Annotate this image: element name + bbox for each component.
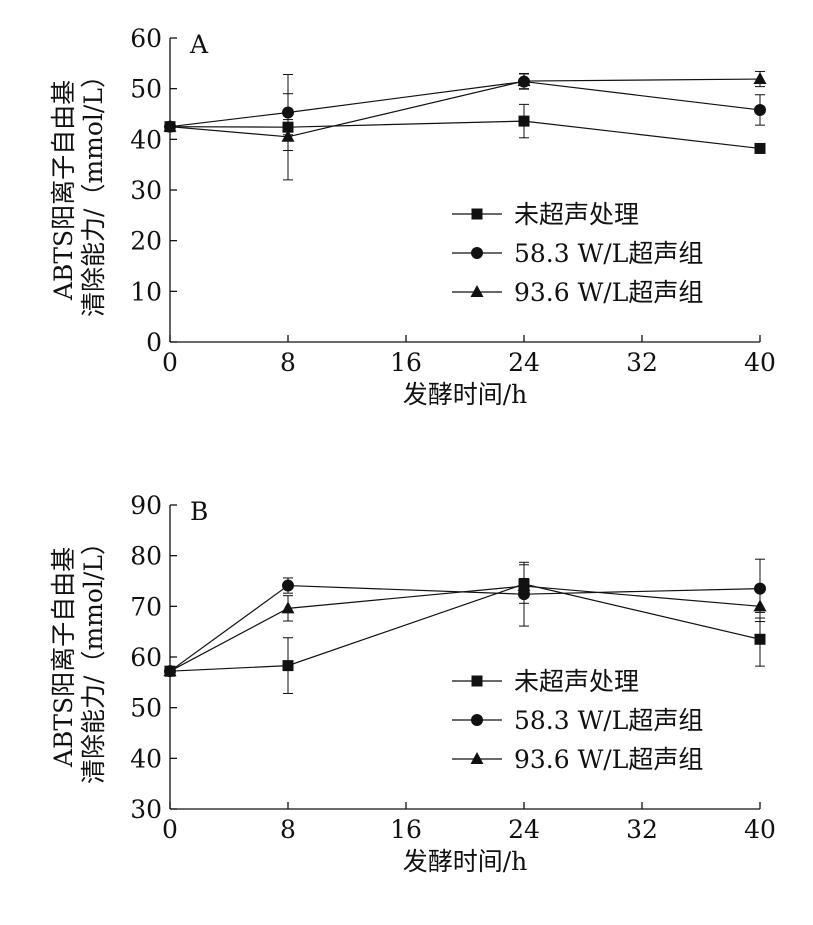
x-tick-label: 32	[626, 815, 658, 844]
y-tick-label: 70	[130, 592, 162, 621]
chart-panel-b: 0 8 16 24 32 40 30 40 50 60 70 80 90 B 发酵时间/h ABTS阳离子自由…	[49, 491, 776, 876]
legend-marker	[470, 752, 484, 764]
x-tick-label: 16	[390, 348, 422, 377]
x-tick-label: 8	[280, 348, 296, 377]
series-line	[169, 120, 761, 150]
series-1	[164, 103, 766, 154]
data-point	[754, 103, 766, 116]
legend-marker	[471, 714, 483, 726]
x-tick-label: 0	[162, 348, 178, 377]
legend-label: 58.3 W/L超声组	[514, 239, 703, 268]
series-3	[163, 70, 767, 181]
series-line	[169, 78, 761, 138]
x-tick-label: 24	[508, 815, 540, 844]
data-point	[163, 119, 177, 132]
legend-entry: 未超声处理	[452, 200, 639, 229]
x-tick-label: 16	[390, 815, 422, 844]
legend: 未超声处理 58.3 W/L超声组 93.6 W/L超声组	[452, 667, 703, 774]
legend-label: 未超声处理	[514, 667, 639, 696]
panel-label: A	[189, 30, 209, 59]
data-point	[753, 72, 767, 85]
y-tick-label: 60	[130, 643, 162, 672]
chart-panel-a: 0 8 16 24 32 40 0 10 20 30 40 50 60 A 发酵时间/h ABTS阳离子自由基…	[49, 24, 776, 409]
legend-label: 93.6 W/L超声组	[514, 278, 703, 307]
data-point	[754, 142, 766, 154]
legend: 未超声处理 58.3 W/L超声组 93.6 W/L超声组	[452, 200, 703, 307]
legend-marker	[471, 675, 483, 687]
series-line	[169, 584, 761, 672]
y-tick-label: 0	[146, 328, 162, 357]
y-axis-title-line1: ABTS阳离子自由基	[49, 547, 78, 768]
y-tick-label: 20	[130, 227, 162, 256]
legend-entry: 未超声处理	[452, 667, 639, 696]
legend-entry: 58.3 W/L超声组	[452, 239, 703, 268]
y-tick-label: 80	[130, 542, 162, 571]
data-point	[281, 601, 295, 614]
y-tick-label: 30	[130, 176, 162, 205]
legend-label: 58.3 W/L超声组	[514, 706, 703, 735]
legend-marker	[470, 285, 484, 297]
legend-label: 未超声处理	[514, 200, 639, 229]
data-point	[517, 74, 531, 87]
legend-marker	[471, 247, 483, 259]
y-tick-label: 40	[130, 125, 162, 154]
legend-marker	[471, 208, 483, 220]
series-line	[169, 585, 761, 672]
legend-entry: 93.6 W/L超声组	[452, 278, 703, 307]
x-tick-label: 0	[162, 815, 178, 844]
y-tick-label: 50	[130, 75, 162, 104]
data-point	[163, 664, 177, 677]
series-line	[169, 583, 761, 672]
y-tick-label: 10	[130, 277, 162, 306]
legend-label: 93.6 W/L超声组	[514, 745, 703, 774]
y-axis-title-line2: 清除能力/（mmol/L）	[79, 530, 108, 784]
data-point	[518, 115, 530, 127]
data-point	[282, 579, 294, 592]
x-tick-label: 24	[508, 348, 540, 377]
series-3	[163, 577, 767, 677]
data-point	[518, 588, 530, 601]
x-axis-title: 发酵时间/h	[403, 380, 528, 409]
y-tick-label: 50	[130, 694, 162, 723]
data-point	[754, 633, 766, 645]
data-point	[517, 579, 531, 592]
x-tick-label: 8	[280, 815, 296, 844]
x-tick-label: 32	[626, 348, 658, 377]
y-tick-label: 60	[130, 24, 162, 53]
y-tick-label: 90	[130, 491, 162, 520]
legend-entry: 58.3 W/L超声组	[452, 706, 703, 735]
y-axis-title-line1: ABTS阳离子自由基	[49, 80, 78, 301]
panel-label: B	[190, 497, 208, 526]
series-2	[164, 558, 766, 678]
data-point	[281, 129, 295, 142]
series-line	[169, 80, 761, 128]
y-tick-label: 40	[130, 744, 162, 773]
series-1	[164, 564, 766, 694]
x-tick-label: 40	[744, 815, 776, 844]
y-axis-title-line2: 清除能力/（mmol/L）	[79, 63, 108, 317]
data-point	[282, 660, 294, 672]
legend-entry: 93.6 W/L超声组	[452, 745, 703, 774]
x-tick-label: 40	[744, 348, 776, 377]
y-tick-label: 30	[130, 795, 162, 824]
x-axis-title: 发酵时间/h	[403, 847, 528, 876]
data-point	[753, 599, 767, 612]
